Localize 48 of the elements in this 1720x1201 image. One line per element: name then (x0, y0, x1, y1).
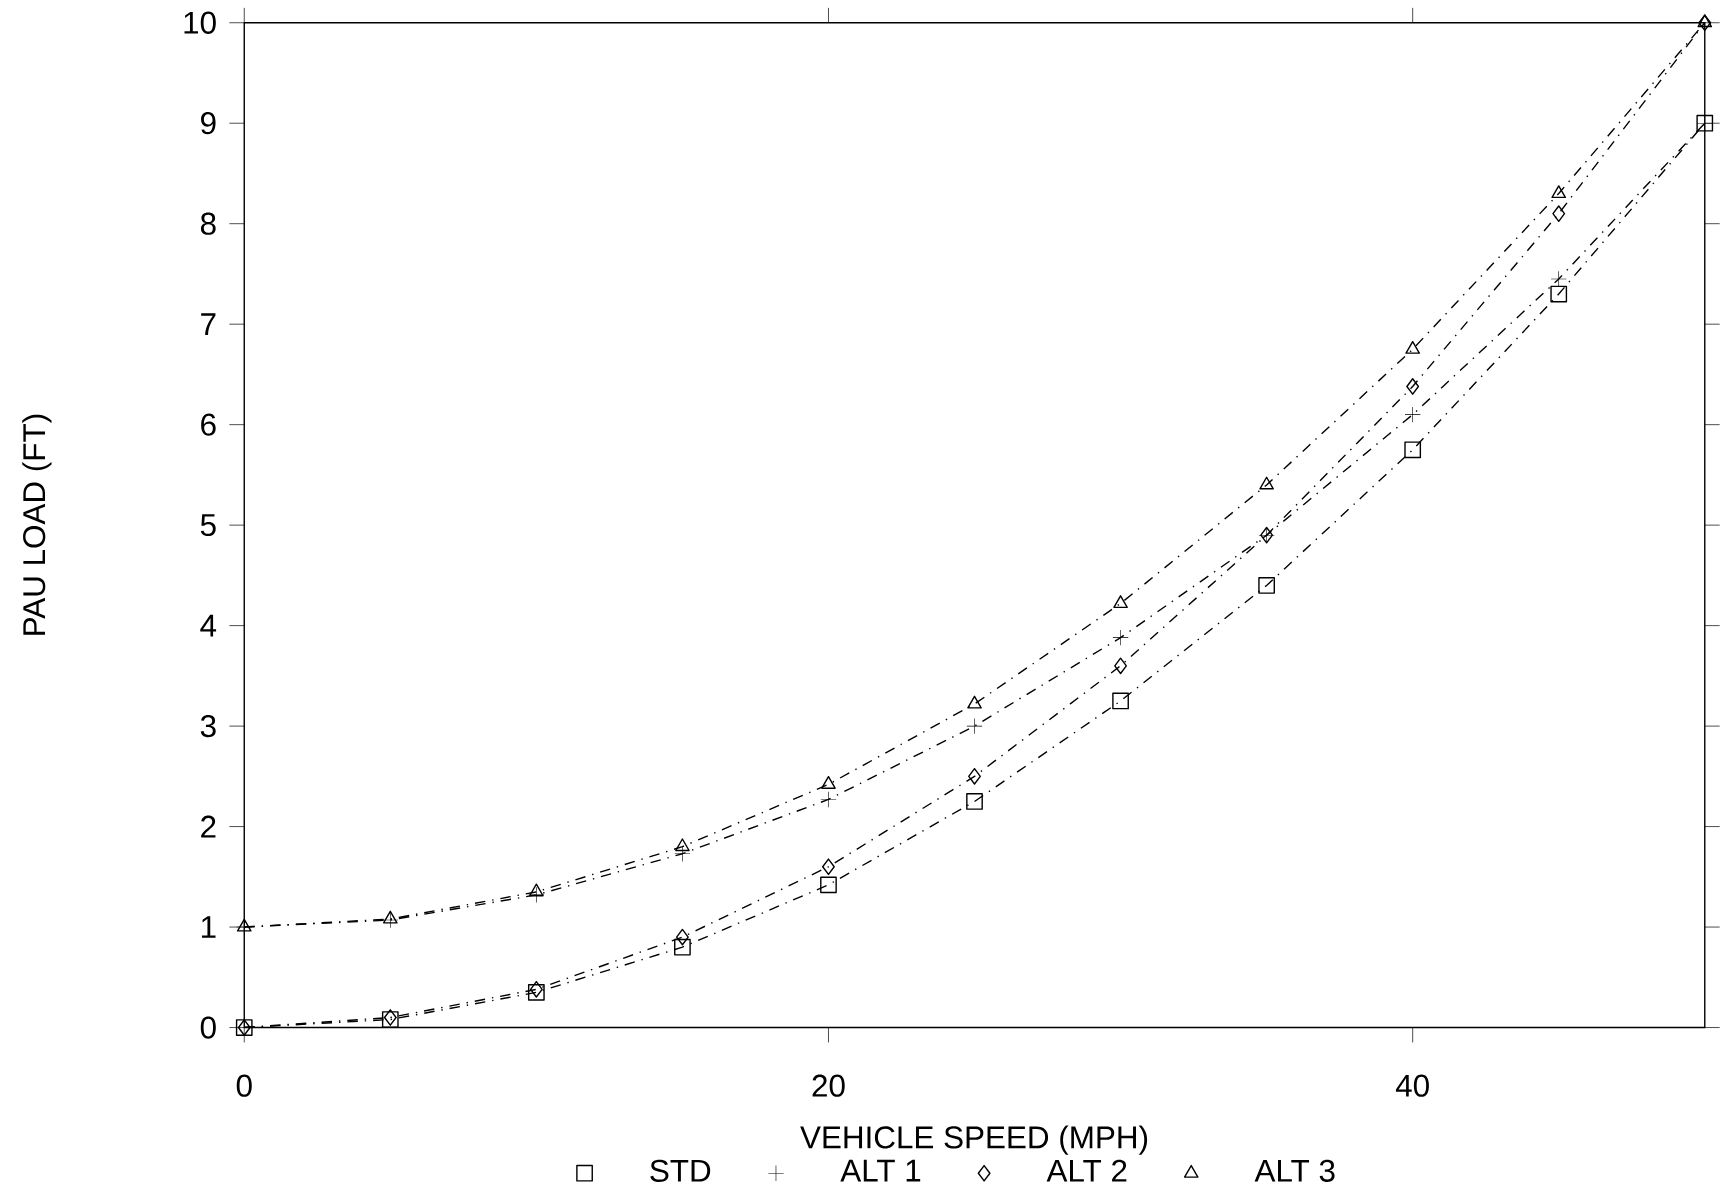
y-tick-label: 2 (201, 815, 216, 838)
point (674, 846, 691, 862)
point (968, 768, 981, 785)
x-axis-title: VEHICLE SPEED (MPH) (800, 1125, 1148, 1155)
point (820, 791, 837, 808)
point (1551, 185, 1567, 199)
point (1112, 630, 1129, 646)
point (1405, 407, 1421, 423)
legend-label: ALT 2 (1046, 1159, 1127, 1182)
point (821, 776, 836, 790)
y-tick-label: 10 (184, 11, 216, 34)
x-tick-label: 40 (1395, 1074, 1429, 1097)
point (1113, 595, 1128, 609)
point (822, 858, 835, 876)
point (1258, 577, 1275, 594)
point (1697, 14, 1713, 28)
point (1259, 476, 1274, 490)
point (966, 793, 983, 810)
point (529, 883, 544, 897)
y-tick-label: 9 (201, 112, 216, 135)
point (1406, 378, 1420, 395)
legend-label: ALT 1 (840, 1159, 921, 1182)
y-tick-label: 0 (200, 1016, 216, 1039)
point (675, 838, 690, 852)
x-tick-label: 20 (812, 1074, 845, 1097)
point (967, 695, 982, 709)
y-tick-label: 3 (200, 715, 216, 738)
y-axis-title: PAU LOAD (FT) (22, 414, 52, 635)
point (1114, 657, 1128, 675)
y-tick-label: 8 (200, 212, 216, 235)
y-tick-label: 6 (201, 413, 216, 436)
x-tick-label: 0 (236, 1074, 252, 1097)
point (1405, 341, 1421, 354)
point (1550, 285, 1568, 303)
point (1698, 14, 1712, 32)
point (820, 876, 837, 894)
legend-label: STD (650, 1159, 711, 1183)
y-tick-label: 1 (201, 916, 216, 938)
point (1112, 692, 1129, 710)
y-tick-label: 5 (200, 514, 216, 537)
legend-label: ALT 3 (1254, 1159, 1335, 1183)
y-tick-label: 4 (200, 614, 217, 637)
point (382, 910, 398, 924)
point (674, 938, 691, 956)
point (1552, 205, 1566, 223)
point (675, 928, 689, 946)
point (1404, 441, 1422, 459)
y-tick-label: 7 (201, 313, 216, 336)
